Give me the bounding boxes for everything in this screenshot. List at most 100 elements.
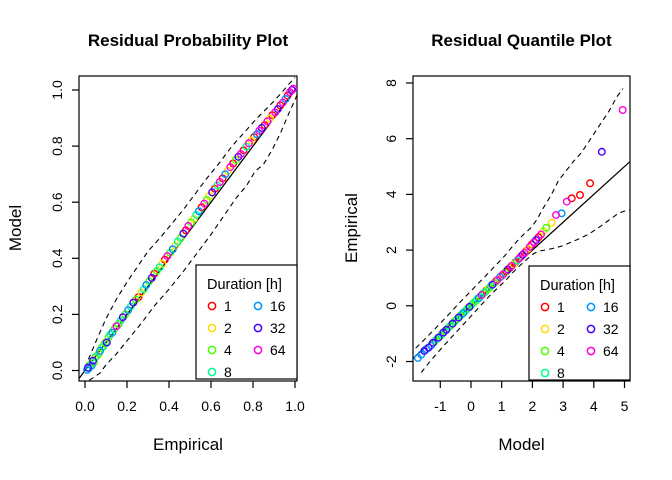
confidence-envelope-upper <box>415 88 624 349</box>
series-duration-64 <box>112 84 297 331</box>
confidence-envelope-lower <box>88 93 297 381</box>
data-point <box>488 280 497 289</box>
legend-swatch-icon <box>207 323 217 333</box>
quantile-plot-ylabel: Empirical <box>342 193 361 263</box>
data-point <box>184 221 193 230</box>
series-duration-64 <box>477 105 627 299</box>
x-tick-label: 0.2 <box>117 398 137 414</box>
y-tick-label: 4 <box>383 190 399 198</box>
data-point <box>287 85 296 94</box>
data-point <box>168 245 177 254</box>
y-tick-label: 0 <box>383 302 399 310</box>
x-tick-label: 0.6 <box>201 398 221 414</box>
x-tick-label: 0 <box>467 398 475 414</box>
y-tick-label: 0.8 <box>49 136 65 156</box>
data-point <box>586 179 595 188</box>
y-tick-label: -2 <box>383 355 399 368</box>
legend-swatch-icon <box>253 323 263 333</box>
quantile-plot-panel: -1 0 1 2 3 4 5 -2 0 2 4 6 8 Duration [h] 1 2 4 8 16 32 64 <box>383 75 631 414</box>
legend-swatch-icon <box>207 345 217 355</box>
data-point <box>487 282 496 291</box>
series-duration-32 <box>420 147 606 355</box>
legend-swatch-icon <box>253 301 263 311</box>
legend-swatch-icon <box>586 346 596 356</box>
legend-item-1: 1 <box>207 298 232 314</box>
x-tick-label: 0.8 <box>243 398 263 414</box>
data-point <box>424 343 433 352</box>
legend-swatch-icon <box>540 346 550 356</box>
legend-item-label: 64 <box>270 342 286 358</box>
legend-swatch-icon <box>586 324 596 334</box>
y-tick-label: 0.0 <box>49 361 65 381</box>
legend-box <box>195 264 298 380</box>
data-point <box>477 290 486 299</box>
x-tick-label: 5 <box>621 398 629 414</box>
legend-item-32: 32 <box>586 321 619 337</box>
x-tick-label: 2 <box>529 398 537 414</box>
data-point <box>494 274 503 283</box>
y-tick-label: 1.0 <box>49 80 65 100</box>
legend-swatch-icon <box>586 302 596 312</box>
confidence-envelope-lower <box>420 209 630 373</box>
legend-item-64: 64 <box>586 343 619 359</box>
data-point <box>88 356 97 365</box>
data-point <box>473 295 482 304</box>
probability-plot-ylabel: Model <box>6 204 25 252</box>
data-point <box>618 105 627 114</box>
y-tick-label: 8 <box>383 79 399 87</box>
probability-plot-title: Residual Probability Plot <box>87 31 289 50</box>
data-point <box>118 313 127 322</box>
data-point <box>467 301 476 310</box>
legend-item-label: 1 <box>224 298 232 314</box>
x-tick-label: 1 <box>498 398 506 414</box>
legend-item-label: 16 <box>603 299 619 315</box>
y-tick-label: 2 <box>383 246 399 254</box>
legend-box <box>528 265 631 381</box>
data-point <box>597 147 606 156</box>
legend-item-label: 2 <box>557 321 565 337</box>
legend-item-4: 4 <box>540 343 565 359</box>
quantile-plot-xlabel: Model <box>498 435 545 454</box>
data-point <box>507 262 516 271</box>
data-point <box>542 223 551 232</box>
data-point <box>499 270 508 279</box>
data-point <box>434 333 443 342</box>
data-point <box>448 319 457 328</box>
data-point <box>96 346 105 355</box>
legend-item-label: 4 <box>557 343 565 359</box>
data-point <box>552 210 561 219</box>
data-point <box>454 313 463 322</box>
data-point <box>428 338 437 347</box>
legend-item-label: 1 <box>557 299 565 315</box>
quantile-plot-title: Residual Quantile Plot <box>431 31 612 50</box>
x-tick-label: 0.0 <box>75 398 95 414</box>
x-tick-label: 1.0 <box>285 398 305 414</box>
data-point <box>278 98 287 107</box>
legend-item-label: 32 <box>603 321 619 337</box>
data-point <box>155 263 164 272</box>
x-tick-label: 3 <box>559 398 567 414</box>
data-point <box>173 237 182 246</box>
legend-item-64: 64 <box>253 342 286 358</box>
legend-item-4: 4 <box>207 342 232 358</box>
legend-swatch-icon <box>540 368 550 378</box>
legend-item-label: 16 <box>270 298 286 314</box>
data-point <box>289 84 297 93</box>
legend-item-label: 4 <box>224 342 232 358</box>
data-point <box>129 298 138 307</box>
data-point <box>562 197 571 206</box>
data-point <box>529 238 538 247</box>
data-point <box>215 177 224 186</box>
y-tick-label: 0.2 <box>49 304 65 324</box>
quantile-plot-plot-area <box>413 88 630 373</box>
legend-swatch-icon <box>207 301 217 311</box>
x-tick-label: -1 <box>434 398 447 414</box>
plot-box <box>412 75 631 382</box>
probability-plot-xlabel: Empirical <box>153 435 223 454</box>
data-point <box>547 218 556 227</box>
legend-item-16: 16 <box>586 299 619 315</box>
data-point <box>525 242 534 251</box>
data-point <box>179 229 188 238</box>
